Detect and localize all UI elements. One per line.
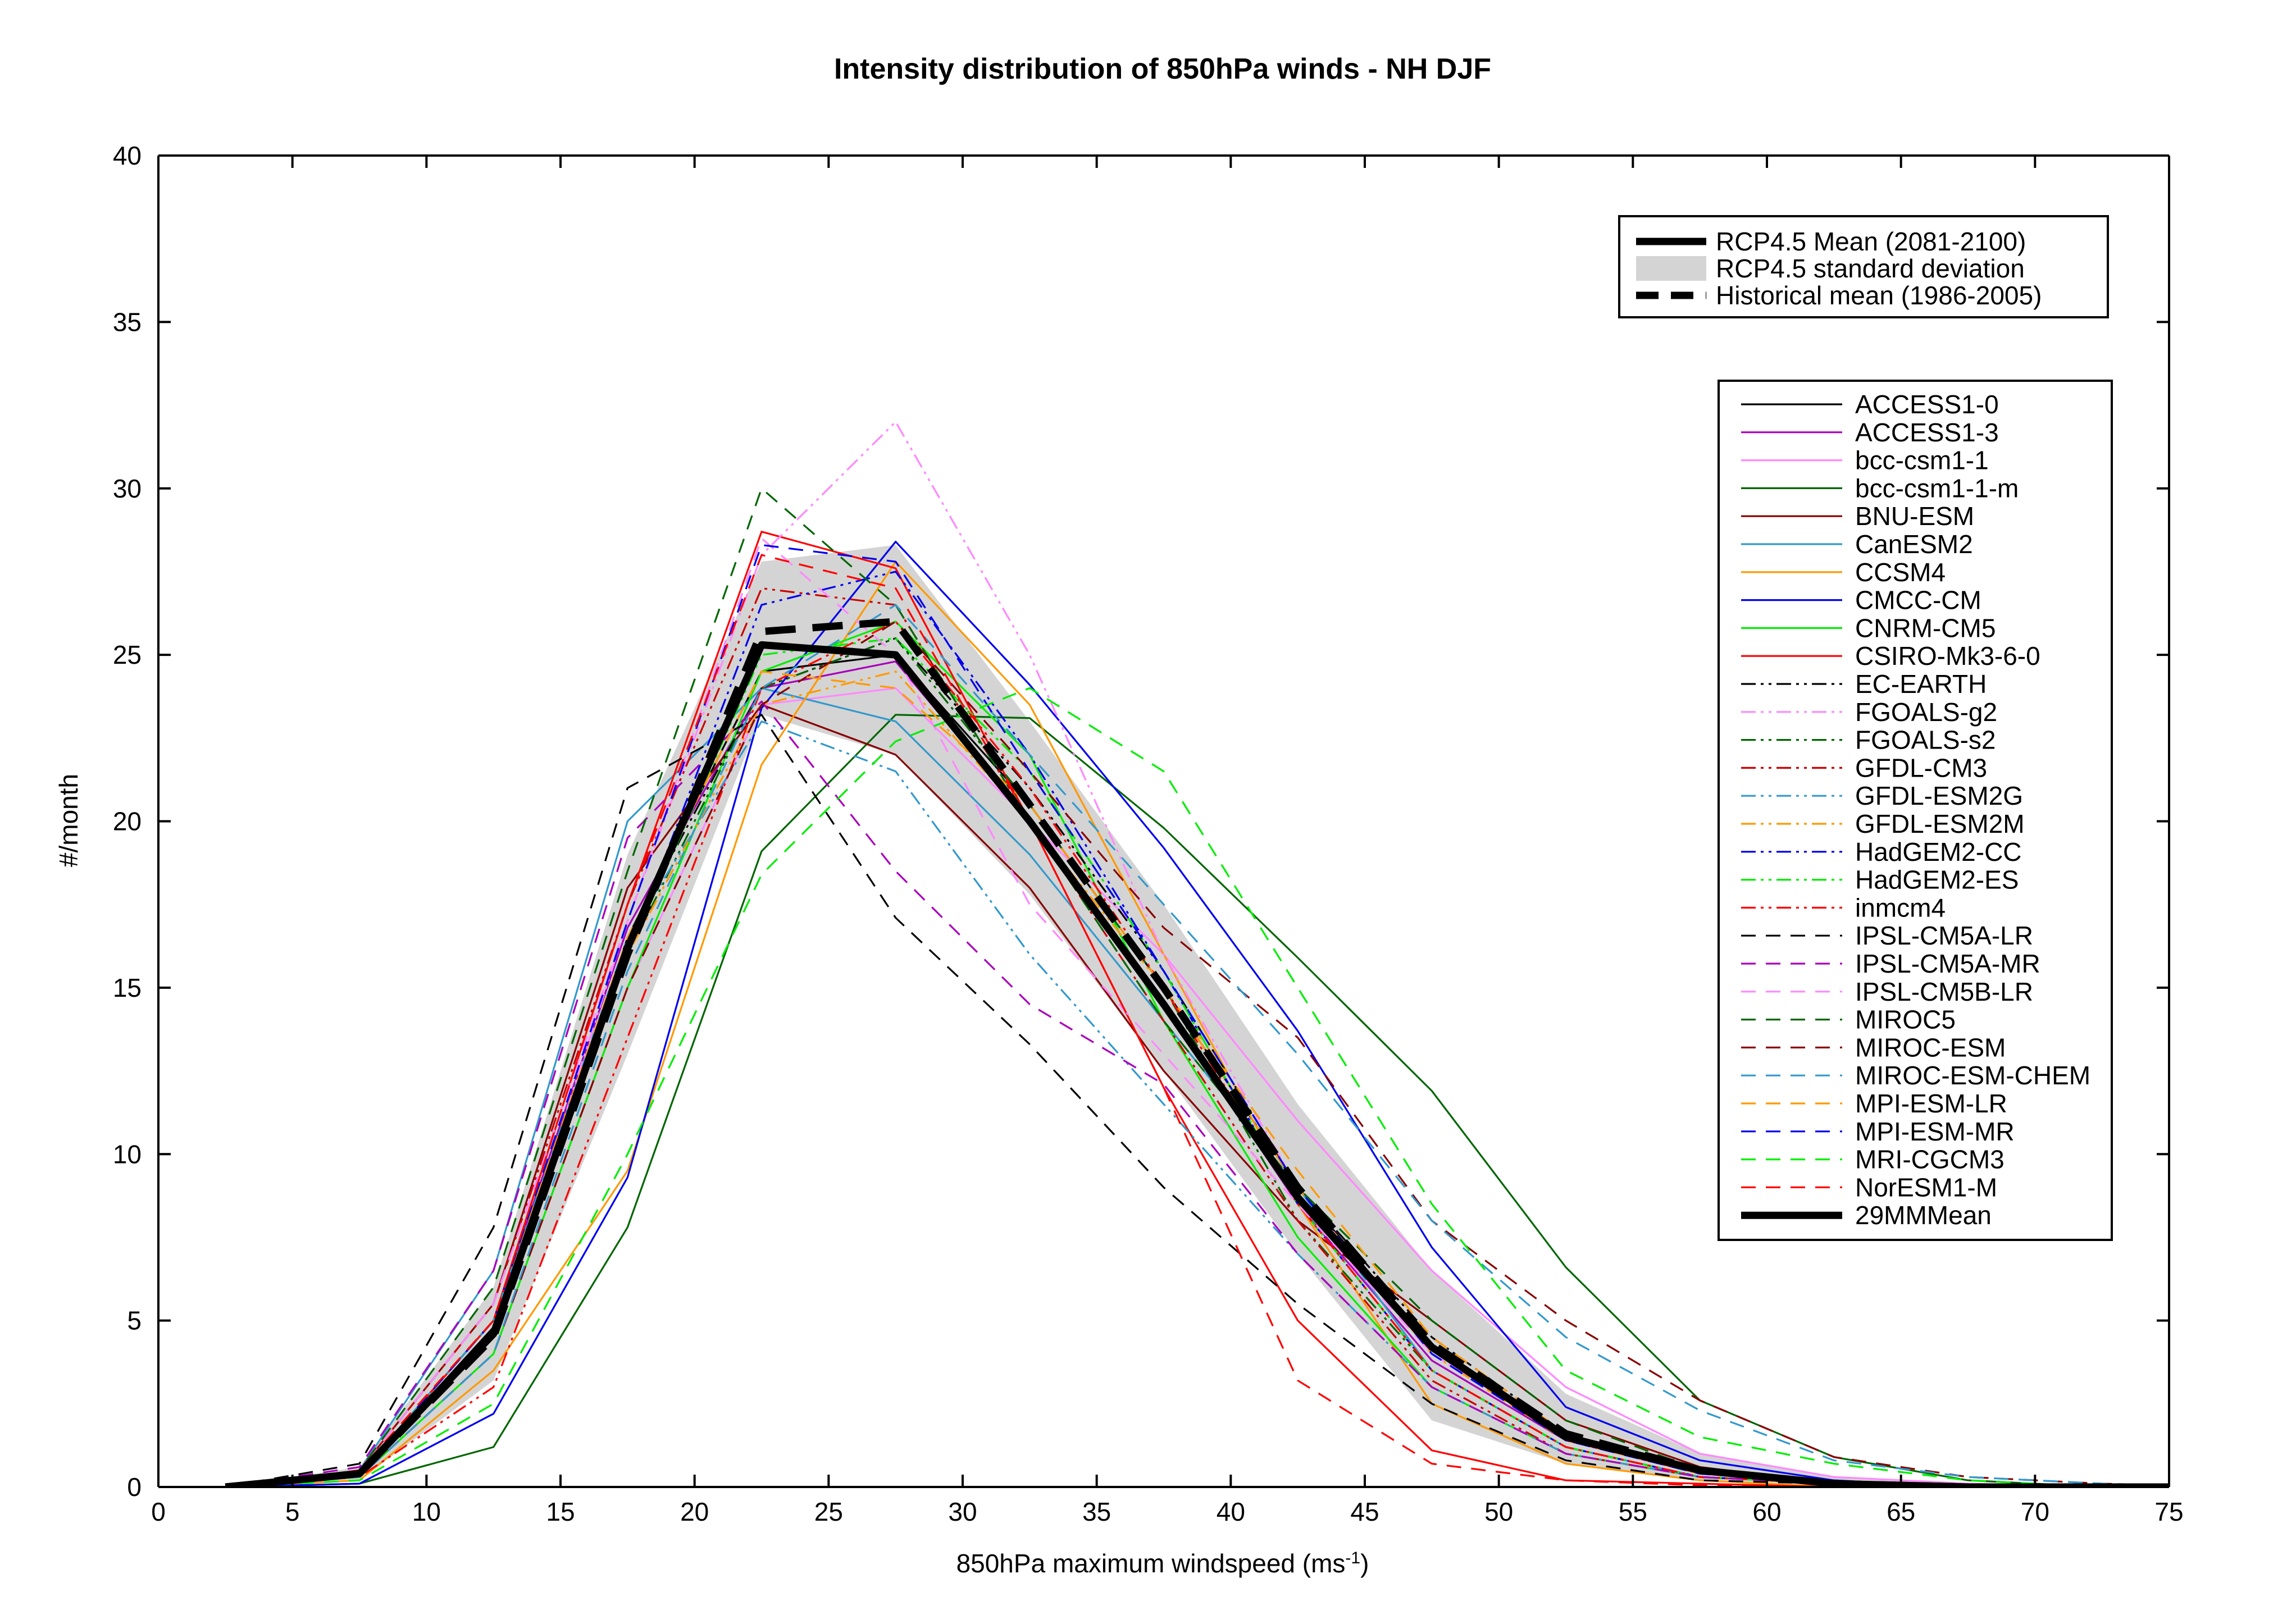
model-legend-label: CCSM4 bbox=[1855, 558, 1946, 587]
model-legend-label: ACCESS1-3 bbox=[1855, 418, 1999, 447]
model-legend-label: CSIRO-Mk3-6-0 bbox=[1855, 641, 2040, 670]
x-tick-label: 15 bbox=[546, 1497, 575, 1526]
x-tick-label: 65 bbox=[1887, 1497, 1915, 1526]
x-tick-label: 60 bbox=[1752, 1497, 1781, 1526]
model-legend-label: FGOALS-s2 bbox=[1855, 726, 1996, 755]
model-legend-label: MIROC-ESM bbox=[1855, 1033, 2006, 1062]
model-legend-label: MRI-CGCM3 bbox=[1855, 1145, 2005, 1174]
series-line-noresm1-m bbox=[225, 554, 2169, 1487]
x-tick-label: 35 bbox=[1082, 1497, 1111, 1526]
x-tick-label: 25 bbox=[814, 1497, 843, 1526]
model-legend-label: IPSL-CM5A-LR bbox=[1855, 921, 2033, 950]
x-tick-label: 70 bbox=[2021, 1497, 2049, 1526]
model-legend-label: FGOALS-g2 bbox=[1855, 697, 1997, 727]
series-line-miroc-esm-chem bbox=[225, 604, 2169, 1487]
y-tick-label: 40 bbox=[113, 141, 142, 170]
model-legend-label: MIROC-ESM-CHEM bbox=[1855, 1061, 2090, 1090]
model-legend-box bbox=[1718, 380, 2113, 1241]
model-legend-label: bcc-csm1-1-m bbox=[1855, 473, 2019, 503]
y-tick-label: 20 bbox=[113, 807, 142, 836]
summary-legend-label: RCP4.5 standard deviation bbox=[1716, 254, 2025, 283]
x-tick-label: 5 bbox=[285, 1497, 300, 1526]
y-tick-label: 10 bbox=[113, 1139, 142, 1169]
model-legend-label: inmcm4 bbox=[1855, 893, 1946, 922]
model-legend-label: IPSL-CM5A-MR bbox=[1855, 949, 2040, 978]
x-tick-label: 40 bbox=[1217, 1497, 1245, 1526]
x-tick-label: 10 bbox=[412, 1497, 441, 1526]
summary-legend-box bbox=[1618, 215, 2109, 318]
series-line-mri-cgcm3 bbox=[225, 687, 2169, 1487]
model-legend-label: NorESM1-M bbox=[1855, 1173, 1997, 1202]
model-legend-label: CMCC-CM bbox=[1855, 586, 1981, 615]
model-legend-label: MIROC5 bbox=[1855, 1005, 1956, 1034]
x-axis-label: 850hPa maximum windspeed (ms-1) bbox=[956, 1549, 1369, 1578]
summary-legend-label: Historical mean (1986-2005) bbox=[1716, 281, 2042, 310]
y-tick-label: 15 bbox=[113, 973, 142, 1002]
y-tick-label: 0 bbox=[127, 1472, 142, 1502]
model-legend-label: CNRM-CM5 bbox=[1855, 613, 1996, 642]
model-legend-label: MPI-ESM-LR bbox=[1855, 1089, 2007, 1118]
summary-legend-label: RCP4.5 Mean (2081-2100) bbox=[1716, 227, 2026, 256]
summary-legend: RCP4.5 Mean (2081-2100)RCP4.5 standard d… bbox=[1618, 215, 2109, 318]
y-tick-label: 35 bbox=[113, 307, 142, 336]
x-tick-label: 0 bbox=[151, 1497, 166, 1526]
x-tick-label: 75 bbox=[2154, 1497, 2183, 1526]
chart-title: Intensity distribution of 850hPa winds -… bbox=[834, 53, 1491, 85]
x-tick-label: 50 bbox=[1484, 1497, 1513, 1526]
model-legend-label: bcc-csm1-1 bbox=[1855, 446, 1989, 475]
model-legend: ACCESS1-0ACCESS1-3bcc-csm1-1bcc-csm1-1-m… bbox=[1718, 380, 2113, 1241]
model-legend-label: EC-EARTH bbox=[1855, 669, 1987, 699]
y-tick-label: 25 bbox=[113, 640, 142, 669]
y-tick-label: 5 bbox=[127, 1306, 142, 1335]
y-axis-label: #/month bbox=[54, 774, 83, 867]
tick-layer: 0 5 10 15 20 25 30 35 40 45 50 55 60 65 70 75 0 5 10 15 20 25… bbox=[113, 141, 2184, 1526]
model-legend-label: IPSL-CM5B-LR bbox=[1855, 977, 2033, 1006]
model-legend-label: GFDL-ESM2G bbox=[1855, 781, 2023, 810]
x-tick-label: 55 bbox=[1619, 1497, 1647, 1526]
series-line-miroc-esm bbox=[225, 621, 2169, 1487]
model-legend-label: BNU-ESM bbox=[1855, 501, 1974, 531]
x-tick-label: 20 bbox=[680, 1497, 709, 1526]
summary-legend-swatch bbox=[1636, 256, 1706, 281]
y-tick-label: 30 bbox=[113, 474, 142, 503]
x-axis-label-main: 850hPa maximum windspeed (ms bbox=[956, 1549, 1346, 1578]
model-legend-label: GFDL-CM3 bbox=[1855, 753, 1987, 782]
model-legend-label: MPI-ESM-MR bbox=[1855, 1117, 2015, 1146]
model-legend-label: CanESM2 bbox=[1855, 530, 1973, 559]
model-legend-label: 29MMMean bbox=[1855, 1201, 1992, 1230]
x-axis-label-superscript: -1 bbox=[1345, 1549, 1360, 1567]
model-legend-label: GFDL-ESM2M bbox=[1855, 809, 2025, 838]
model-legend-label: HadGEM2-ES bbox=[1855, 865, 2019, 895]
x-tick-label: 45 bbox=[1350, 1497, 1379, 1526]
x-tick-label: 30 bbox=[948, 1497, 977, 1526]
series-line-ipsl-cm5a-lr bbox=[225, 714, 2169, 1487]
x-axis-label-close: ) bbox=[1360, 1549, 1369, 1578]
model-legend-label: ACCESS1-0 bbox=[1855, 390, 1999, 419]
model-legend-label: HadGEM2-CC bbox=[1855, 837, 2022, 866]
